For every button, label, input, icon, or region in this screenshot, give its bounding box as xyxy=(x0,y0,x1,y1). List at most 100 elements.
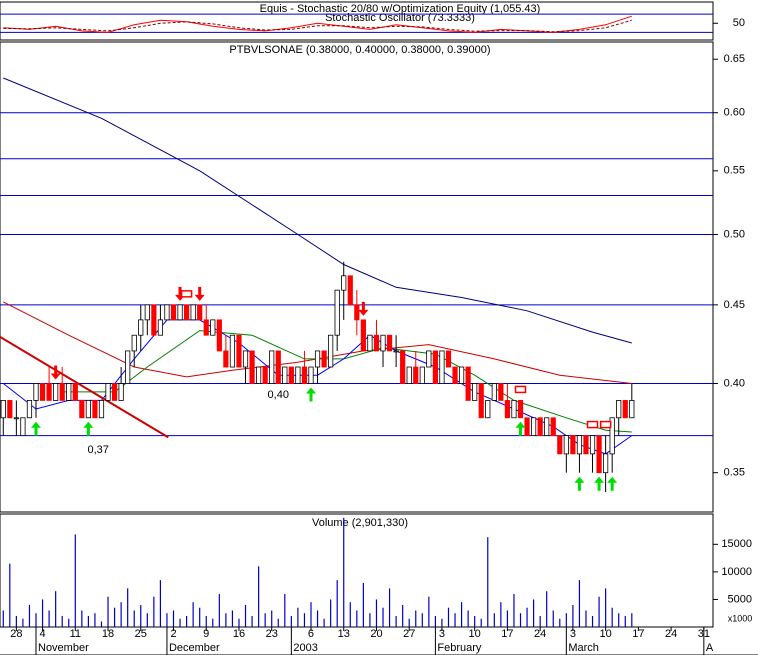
y-tick-label: 5000 xyxy=(728,593,752,605)
x-tick-label: 13 xyxy=(338,628,350,640)
candle-body xyxy=(491,383,497,401)
candle-body xyxy=(308,366,314,384)
y-tick-label: 15000 xyxy=(721,538,752,550)
candle-body xyxy=(458,366,465,384)
month-label: December xyxy=(169,642,220,654)
x-tick-label: 3 xyxy=(570,628,576,640)
candle-body xyxy=(373,334,380,352)
x-tick-label: 16 xyxy=(233,628,245,640)
candle-body xyxy=(275,350,281,384)
candle-body xyxy=(583,435,589,455)
candle-body xyxy=(39,383,46,401)
candle-body xyxy=(216,319,222,352)
candle-body xyxy=(295,366,301,384)
candle-body xyxy=(223,350,229,368)
candle-body xyxy=(622,400,628,419)
stochastic-panel xyxy=(0,1,714,41)
candle-body xyxy=(524,417,530,436)
x-tick-label: 6 xyxy=(308,628,314,640)
candle-body xyxy=(144,304,150,321)
y-tick-label: 50 xyxy=(733,17,745,29)
candle-body xyxy=(563,435,569,455)
candle-body xyxy=(183,304,190,321)
candle-body xyxy=(603,453,609,474)
x-tick-label: 17 xyxy=(632,628,644,640)
x-tick-label: 10 xyxy=(599,628,611,640)
candle-body xyxy=(262,366,268,384)
candle-body xyxy=(190,304,196,321)
candle-body xyxy=(328,334,334,368)
annotation: 0,40 xyxy=(268,389,289,401)
exit-marker xyxy=(586,420,599,429)
price-panel xyxy=(0,41,714,513)
candle-body xyxy=(452,366,458,384)
candle-body xyxy=(413,366,419,384)
candle-body xyxy=(393,350,399,353)
candle-body xyxy=(531,417,537,436)
x-tick-label: 20 xyxy=(370,628,382,640)
candle-body xyxy=(33,383,39,401)
candle-body xyxy=(419,366,425,384)
y-tick-label: 0.50 xyxy=(724,228,745,240)
candle-body xyxy=(550,417,556,436)
candle-body xyxy=(92,400,98,419)
candle-body xyxy=(229,334,236,368)
candle-body xyxy=(367,334,373,352)
candle-body xyxy=(570,435,576,455)
candle-body xyxy=(596,435,602,474)
candle-body xyxy=(360,319,366,352)
month-label: February xyxy=(437,642,482,654)
candle-body xyxy=(301,366,308,384)
exit-marker xyxy=(514,385,527,394)
exit-marker xyxy=(180,290,193,298)
candle-body xyxy=(341,275,347,291)
candle-body xyxy=(426,350,432,368)
candle-body xyxy=(465,366,471,401)
x-tick-label: 4 xyxy=(39,628,45,640)
x-tick-label: 9 xyxy=(203,628,209,640)
x-tick-label: 2 xyxy=(170,628,176,640)
exit-marker xyxy=(599,420,612,429)
y-tick-label: 10000 xyxy=(721,566,752,578)
x-tick-label: 28 xyxy=(10,628,22,640)
candle-body xyxy=(79,400,85,419)
month-label: March xyxy=(568,642,599,654)
buy-arrow xyxy=(607,476,618,491)
candle-body xyxy=(498,383,504,401)
candle-body xyxy=(249,350,255,384)
candle-body xyxy=(288,366,294,384)
candle-body xyxy=(439,350,445,384)
candle-body xyxy=(256,366,262,384)
candle-body xyxy=(26,400,33,419)
candle-body xyxy=(111,383,118,401)
buy-arrow xyxy=(83,421,94,436)
sell-arrow xyxy=(358,301,369,316)
candle-body xyxy=(589,435,596,455)
candle-body xyxy=(157,319,164,336)
x-tick-label: 17 xyxy=(501,628,513,640)
candle-body xyxy=(170,304,177,321)
candle-body xyxy=(321,350,327,368)
month-label: 2003 xyxy=(293,642,317,654)
sell-arrow xyxy=(194,286,205,301)
candle-body xyxy=(125,350,131,384)
candle-body xyxy=(386,334,393,352)
buy-arrow xyxy=(305,387,316,402)
candle-body xyxy=(210,319,216,336)
candle-body xyxy=(197,304,203,321)
buy-arrow xyxy=(574,476,585,491)
x-tick-label: 23 xyxy=(266,628,278,640)
candle-body xyxy=(282,366,288,384)
buy-arrow xyxy=(594,476,605,491)
candle-body xyxy=(177,304,183,321)
candle-body xyxy=(46,383,52,401)
candle-body xyxy=(609,417,615,455)
x-tick-label: 3 xyxy=(439,628,445,640)
stochastic-subtitle: Stochastic Oscillator (73.3333) xyxy=(325,12,475,24)
volume-unit: x1000 xyxy=(728,613,753,623)
x-tick-label: 18 xyxy=(102,628,114,640)
candle-body xyxy=(138,319,144,336)
candle-body xyxy=(53,383,59,401)
